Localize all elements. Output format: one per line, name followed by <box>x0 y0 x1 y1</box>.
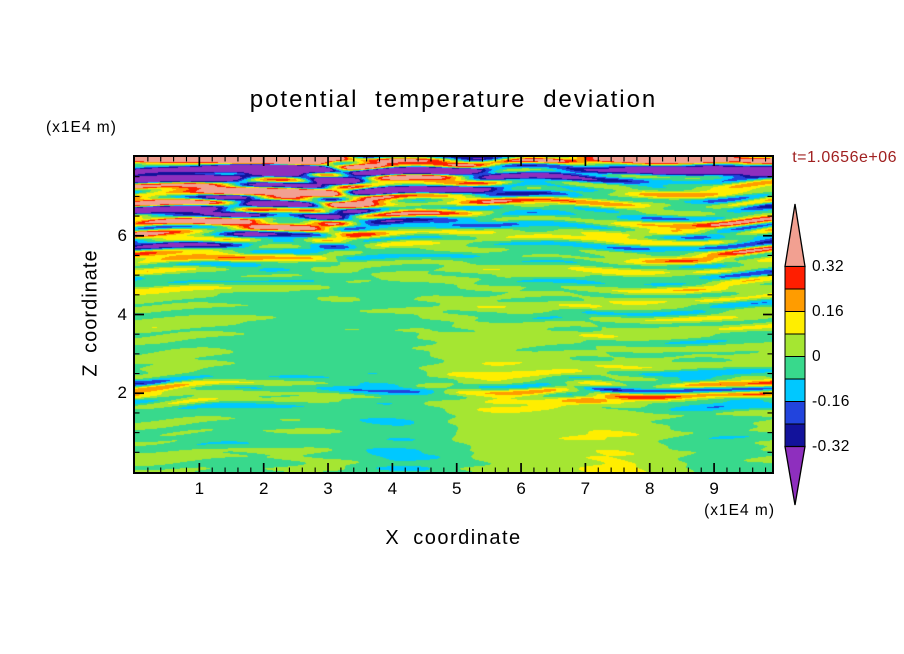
x-tick-label: 7 <box>580 479 591 498</box>
x-tick-label: 4 <box>387 479 398 498</box>
colorbar-level-label: -0.32 <box>812 437 850 455</box>
x-tick-label: 1 <box>194 479 205 498</box>
z-tick-label: 6 <box>117 225 127 245</box>
colorbar-level-label: -0.16 <box>812 392 850 410</box>
z-tick-label: 4 <box>117 304 127 324</box>
time-label: t=1.0656e+06 <box>792 149 897 166</box>
colorbar <box>784 203 806 506</box>
colorbar-level-label: 0 <box>812 347 822 365</box>
colorbar-level-label: 0.32 <box>812 257 845 275</box>
x-tick-label: 3 <box>323 479 333 498</box>
x-tick-label: 6 <box>516 479 526 498</box>
heatmap-canvas <box>135 157 772 472</box>
x-axis-title: X coordinate <box>385 527 522 549</box>
colorbar-level-label: 0.16 <box>812 302 845 320</box>
z-axis-unit-label: (x1E4 m) <box>46 119 117 136</box>
x-tick-label: 8 <box>645 479 655 498</box>
x-axis-tick-labels: 1 2 3 4 5 6 7 8 9 <box>135 479 772 501</box>
z-tick-label: 2 <box>117 383 127 403</box>
x-tick-label: 9 <box>709 479 719 498</box>
plot-title: potential temperature deviation <box>249 86 658 113</box>
z-axis-tick-labels: 2 4 6 <box>95 157 127 472</box>
x-tick-label: 5 <box>451 479 462 498</box>
colorbar-labels: 0.32 0.16 0 -0.16 -0.32 <box>812 203 884 507</box>
x-axis-unit-label: (x1E4 m) <box>704 502 775 519</box>
plot-area <box>133 155 774 474</box>
x-tick-label: 2 <box>258 479 269 498</box>
